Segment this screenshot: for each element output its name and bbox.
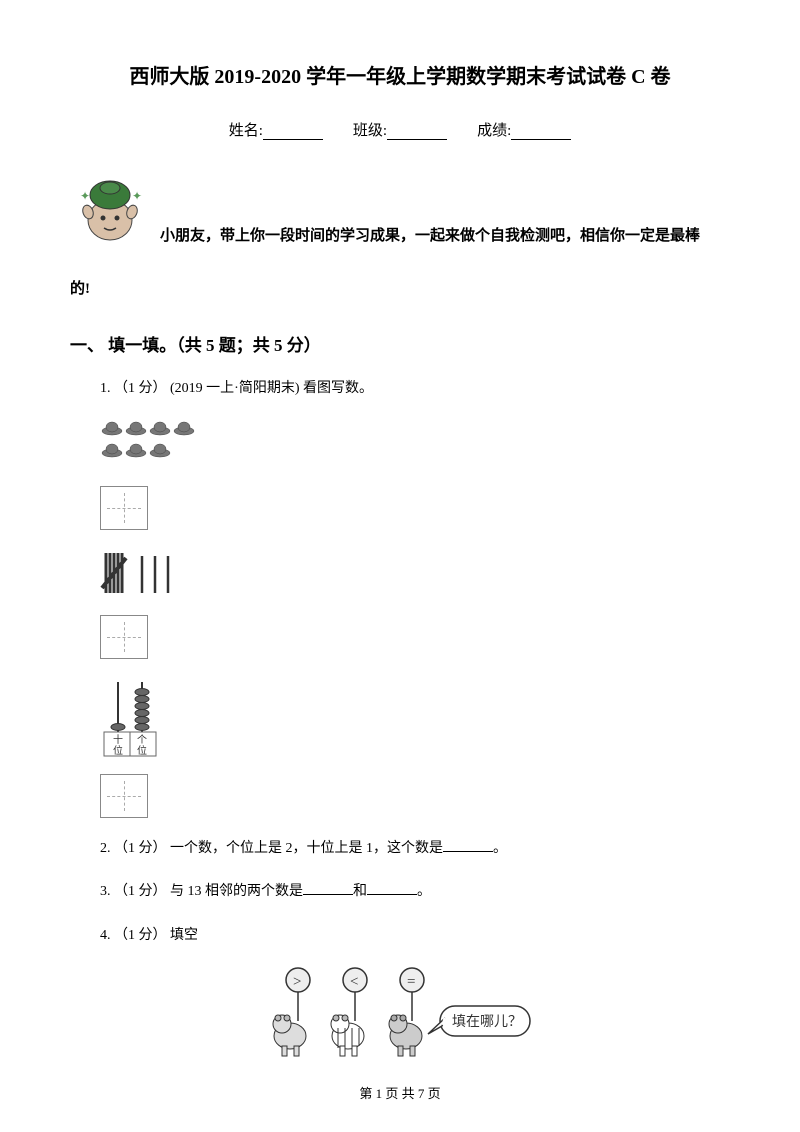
name-label: 姓名: bbox=[229, 123, 263, 139]
q1-answer-box-1[interactable] bbox=[100, 486, 148, 530]
svg-text:>: > bbox=[293, 974, 301, 990]
svg-text:个: 个 bbox=[137, 734, 147, 746]
svg-text:填在哪儿？: 填在哪儿？ bbox=[452, 1014, 522, 1030]
score-label: 成绩: bbox=[477, 123, 511, 139]
svg-text:十: 十 bbox=[113, 733, 123, 746]
svg-text:✦: ✦ bbox=[80, 189, 90, 203]
section-1-header: 一、 填一填。（共 5 题；共 5 分） bbox=[70, 331, 730, 356]
q4-pigs-image: > < = 填在哪儿？ bbox=[70, 966, 730, 1066]
q1-answer-box-3[interactable] bbox=[100, 774, 148, 818]
q2-blank[interactable] bbox=[443, 840, 493, 852]
svg-text:位: 位 bbox=[113, 744, 123, 757]
svg-text:=: = bbox=[407, 974, 415, 990]
question-1: 1. （1 分） (2019 一上·简阳期末) 看图写数。 bbox=[100, 376, 730, 401]
q3-blank-1[interactable] bbox=[303, 883, 353, 895]
page-title: 西师大版 2019-2020 学年一年级上学期数学期末考试试卷 C 卷 bbox=[70, 60, 730, 89]
student-info-row: 姓名: 班级: 成绩: bbox=[70, 119, 730, 140]
page-footer: 第 1 页 共 7 页 bbox=[0, 1083, 800, 1102]
svg-text:<: < bbox=[350, 974, 358, 990]
q1-answer-box-2[interactable] bbox=[100, 615, 148, 659]
q1-sticks-image bbox=[100, 548, 730, 603]
intro-section: ✦ ✦ 小朋友，带上你一段时间的学习成果，一起来做个自我检测吧，相信你一定是最棒 bbox=[70, 170, 730, 253]
name-blank[interactable] bbox=[263, 126, 323, 140]
score-blank[interactable] bbox=[511, 126, 571, 140]
svg-text:位: 位 bbox=[137, 744, 147, 757]
question-2: 2. （1 分） 一个数，个位上是 2，十位上是 1，这个数是。 bbox=[100, 836, 730, 861]
q3-blank-2[interactable] bbox=[367, 883, 417, 895]
mascot-icon: ✦ ✦ bbox=[70, 170, 150, 250]
class-label: 班级: bbox=[353, 123, 387, 139]
intro-text-2: 的! bbox=[70, 273, 730, 306]
svg-text:✦: ✦ bbox=[132, 189, 142, 203]
q1-abacus-image: 十 个 位 位 bbox=[100, 677, 730, 762]
q1-hats-image bbox=[100, 419, 730, 474]
question-3: 3. （1 分） 与 13 相邻的两个数是和。 bbox=[100, 879, 730, 904]
question-4: 4. （1 分） 填空 bbox=[100, 923, 730, 948]
class-blank[interactable] bbox=[387, 126, 447, 140]
intro-text-1: 小朋友，带上你一段时间的学习成果，一起来做个自我检测吧，相信你一定是最棒 bbox=[160, 170, 700, 253]
